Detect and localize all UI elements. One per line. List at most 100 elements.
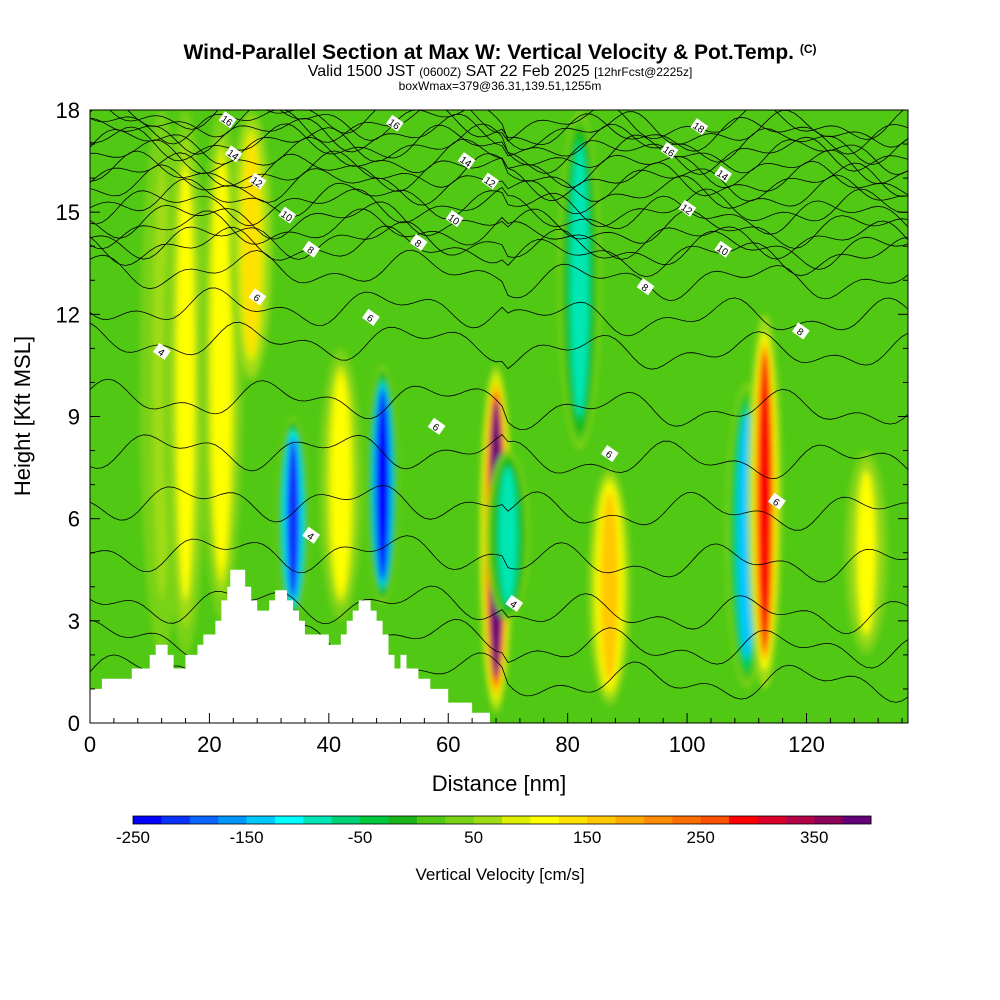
theta-contour-line xyxy=(90,221,908,270)
colorbar-swatch xyxy=(416,816,446,824)
contour-label: 4 xyxy=(153,342,171,360)
forecast-info: [12hrFcst@2225z] xyxy=(594,65,693,79)
colorbar-swatch xyxy=(189,816,219,824)
y-tick-label: 3 xyxy=(68,609,80,634)
theta-contour-line xyxy=(90,378,908,431)
velocity-field xyxy=(139,110,889,713)
y-tick-label: 18 xyxy=(56,98,80,123)
contour-label-text: 4 xyxy=(508,599,519,611)
contour-label-bg xyxy=(714,165,733,183)
y-tick-label: 0 xyxy=(68,711,80,736)
colorbar-tick-label: 50 xyxy=(464,828,483,847)
contour-label-bg xyxy=(302,240,321,258)
y-axis-label: Height [Kft MSL] xyxy=(10,336,35,496)
theta-contour-line xyxy=(90,150,908,202)
colorbar-swatch xyxy=(615,816,645,824)
colorbar-swatch xyxy=(757,816,787,824)
colorbar-swatch xyxy=(672,816,702,824)
colorbar-swatch xyxy=(700,816,730,824)
theta-contour-line xyxy=(90,535,908,583)
contour-label-bg xyxy=(505,594,524,612)
contour-label-text: 6 xyxy=(364,313,375,325)
contour-label-text: 4 xyxy=(155,347,166,359)
contour-label-text: 8 xyxy=(305,245,316,257)
theta-contour-line xyxy=(90,208,908,260)
contour-label: 8 xyxy=(302,240,321,258)
y-tick-label: 6 xyxy=(68,507,80,532)
contour-label-bg xyxy=(278,206,297,224)
x-axis-label: Distance [nm] xyxy=(432,771,567,796)
contour-label-bg xyxy=(600,445,619,463)
colorbar-frame xyxy=(132,815,872,825)
axes: 0 20 40 60 80 100 120 0 3 6 9 12 15 18 xyxy=(56,98,908,757)
valid-time: Valid 1500 JST xyxy=(307,63,415,80)
colorbar-swatch xyxy=(785,816,815,824)
colorbar-swatch xyxy=(473,816,503,824)
contour-label-bg xyxy=(768,492,786,510)
contour-label: 6 xyxy=(362,308,380,326)
velocity-feature xyxy=(286,436,301,601)
contour-label: 14 xyxy=(457,152,476,170)
colorbar-swatch xyxy=(445,816,475,824)
contour-label-text: 8 xyxy=(639,282,650,294)
x-tick-label: 20 xyxy=(197,732,221,757)
colorbar-swatch xyxy=(331,816,361,824)
valid-date: SAT 22 Feb 2025 xyxy=(465,63,590,80)
contour-label-bg xyxy=(481,172,500,190)
x-tick-label: 100 xyxy=(669,732,706,757)
contour-label: 10 xyxy=(714,240,733,259)
contour-label-text: 4 xyxy=(305,531,316,543)
contour-label: 8 xyxy=(791,322,810,340)
colorbar-tick-label: -150 xyxy=(230,828,264,847)
contour-label-text: 6 xyxy=(770,497,781,509)
theta-contour-line xyxy=(90,225,908,278)
colorbar-swatch xyxy=(842,816,872,824)
contour-label: 4 xyxy=(505,594,524,612)
colorbar-label: Vertical Velocity [cm/s] xyxy=(415,865,584,884)
contour-label: 16 xyxy=(218,111,237,129)
contour-label-bg xyxy=(714,240,733,258)
contour-label: 10 xyxy=(445,210,464,228)
chart-title: Wind-Parallel Section at Max W: Vertical… xyxy=(0,38,1000,64)
colorbar-swatch xyxy=(530,816,560,824)
contour-label: 6 xyxy=(427,417,446,435)
contour-label: 16 xyxy=(660,141,679,160)
contour-label-bg xyxy=(153,342,171,360)
contour-label-text: 6 xyxy=(430,422,441,434)
colorbar: -250 -150 -50 50 150 250 350 xyxy=(116,815,872,847)
colorbar-swatch xyxy=(274,816,304,824)
contour-label-bg xyxy=(660,141,679,159)
contour-label-bg xyxy=(302,526,321,544)
valid-time-utc: (0600Z) xyxy=(419,65,462,79)
colorbar-swatch xyxy=(587,816,617,824)
theta-contour-line xyxy=(109,110,905,142)
contour-label: 12 xyxy=(481,172,500,191)
colorbar-tick-label: 150 xyxy=(573,828,601,847)
contour-label-bg xyxy=(248,288,267,306)
y-tick-label: 9 xyxy=(68,405,80,430)
contour-label: 14 xyxy=(714,165,733,184)
contour-label-bg xyxy=(636,278,655,296)
colorbar-swatch xyxy=(161,816,191,824)
plot-area: 16 14 12 10 8 6 4 16 14 12 10 8 6 6 4 4 6 8 18 16 14 12 10 8 6 xyxy=(90,110,908,723)
contour-label-bg xyxy=(690,118,709,136)
velocity-feature xyxy=(857,470,876,635)
contour-label-bg xyxy=(445,210,464,228)
colorbar-tick-label: 250 xyxy=(687,828,715,847)
colorbar-swatch xyxy=(218,816,248,824)
x-tick-label: 120 xyxy=(788,732,825,757)
terrain xyxy=(90,569,490,723)
colorbar-swatch xyxy=(303,816,333,824)
x-tick-label: 80 xyxy=(555,732,579,757)
contour-label-bg xyxy=(791,322,810,340)
contour-label-bg xyxy=(409,233,428,251)
contour-label: 6 xyxy=(600,445,619,463)
theta-contour-line xyxy=(90,484,908,531)
velocity-feature xyxy=(331,375,350,594)
contour-label: 4 xyxy=(302,526,321,544)
x-tick-label: 60 xyxy=(436,732,460,757)
contour-label-bg xyxy=(678,199,697,217)
contour-label-bg xyxy=(224,145,243,163)
colorbar-swatch xyxy=(558,816,588,824)
